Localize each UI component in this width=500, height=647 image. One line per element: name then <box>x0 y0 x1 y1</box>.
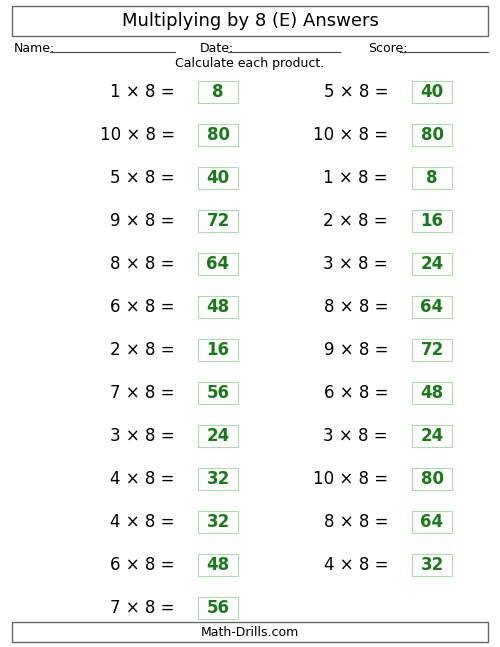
Text: 80: 80 <box>420 126 444 144</box>
Text: 10 × 8 =: 10 × 8 = <box>313 470 388 488</box>
Text: 8 × 8 =: 8 × 8 = <box>324 298 388 316</box>
Text: 72: 72 <box>206 212 230 230</box>
Text: 10 × 8 =: 10 × 8 = <box>100 126 175 144</box>
Text: Name:: Name: <box>14 41 55 54</box>
FancyBboxPatch shape <box>412 81 452 103</box>
FancyBboxPatch shape <box>198 468 238 490</box>
Text: 4 × 8 =: 4 × 8 = <box>110 513 175 531</box>
FancyBboxPatch shape <box>412 382 452 404</box>
Text: 64: 64 <box>420 298 444 316</box>
Text: 3 × 8 =: 3 × 8 = <box>324 427 388 445</box>
FancyBboxPatch shape <box>198 554 238 576</box>
FancyBboxPatch shape <box>412 425 452 447</box>
Text: 7 × 8 =: 7 × 8 = <box>110 599 175 617</box>
Text: 48: 48 <box>206 556 230 574</box>
Text: 8 × 8 =: 8 × 8 = <box>324 513 388 531</box>
Text: 8 × 8 =: 8 × 8 = <box>110 255 175 273</box>
Text: 24: 24 <box>420 255 444 273</box>
Text: 32: 32 <box>206 513 230 531</box>
Text: 56: 56 <box>206 599 230 617</box>
FancyBboxPatch shape <box>198 382 238 404</box>
Text: 80: 80 <box>420 470 444 488</box>
Text: 72: 72 <box>420 341 444 359</box>
FancyBboxPatch shape <box>198 81 238 103</box>
Text: Math-Drills.com: Math-Drills.com <box>201 626 299 639</box>
FancyBboxPatch shape <box>412 253 452 275</box>
Text: 16: 16 <box>206 341 230 359</box>
Text: 1 × 8 =: 1 × 8 = <box>110 83 175 101</box>
Text: 32: 32 <box>206 470 230 488</box>
Text: 6 × 8 =: 6 × 8 = <box>110 556 175 574</box>
FancyBboxPatch shape <box>412 339 452 361</box>
Text: 4 × 8 =: 4 × 8 = <box>110 470 175 488</box>
FancyBboxPatch shape <box>412 210 452 232</box>
FancyBboxPatch shape <box>12 622 488 642</box>
Text: 9 × 8 =: 9 × 8 = <box>110 212 175 230</box>
Text: 10 × 8 =: 10 × 8 = <box>313 126 388 144</box>
FancyBboxPatch shape <box>198 167 238 189</box>
Text: Score:: Score: <box>368 41 408 54</box>
Text: 64: 64 <box>420 513 444 531</box>
FancyBboxPatch shape <box>198 339 238 361</box>
FancyBboxPatch shape <box>198 511 238 533</box>
Text: 8: 8 <box>426 169 438 187</box>
FancyBboxPatch shape <box>12 6 488 36</box>
FancyBboxPatch shape <box>412 511 452 533</box>
FancyBboxPatch shape <box>412 554 452 576</box>
Text: 9 × 8 =: 9 × 8 = <box>324 341 388 359</box>
Text: 8: 8 <box>212 83 224 101</box>
Text: 2 × 8 =: 2 × 8 = <box>324 212 388 230</box>
Text: 56: 56 <box>206 384 230 402</box>
Text: 7 × 8 =: 7 × 8 = <box>110 384 175 402</box>
Text: 48: 48 <box>420 384 444 402</box>
Text: 1 × 8 =: 1 × 8 = <box>324 169 388 187</box>
Text: Multiplying by 8 (E) Answers: Multiplying by 8 (E) Answers <box>122 12 378 30</box>
FancyBboxPatch shape <box>198 124 238 146</box>
Text: Date:: Date: <box>200 41 234 54</box>
Text: 6 × 8 =: 6 × 8 = <box>324 384 388 402</box>
Text: 16: 16 <box>420 212 444 230</box>
FancyBboxPatch shape <box>198 597 238 619</box>
Text: 80: 80 <box>206 126 230 144</box>
Text: 5 × 8 =: 5 × 8 = <box>110 169 175 187</box>
FancyBboxPatch shape <box>412 167 452 189</box>
Text: 48: 48 <box>206 298 230 316</box>
Text: 40: 40 <box>420 83 444 101</box>
Text: 64: 64 <box>206 255 230 273</box>
FancyBboxPatch shape <box>198 425 238 447</box>
Text: 40: 40 <box>206 169 230 187</box>
Text: 2 × 8 =: 2 × 8 = <box>110 341 175 359</box>
FancyBboxPatch shape <box>198 296 238 318</box>
Text: 32: 32 <box>420 556 444 574</box>
FancyBboxPatch shape <box>412 296 452 318</box>
Text: 3 × 8 =: 3 × 8 = <box>324 255 388 273</box>
Text: 24: 24 <box>206 427 230 445</box>
FancyBboxPatch shape <box>412 468 452 490</box>
FancyBboxPatch shape <box>198 210 238 232</box>
Text: 5 × 8 =: 5 × 8 = <box>324 83 388 101</box>
Text: 24: 24 <box>420 427 444 445</box>
Text: 3 × 8 =: 3 × 8 = <box>110 427 175 445</box>
FancyBboxPatch shape <box>412 124 452 146</box>
Text: 4 × 8 =: 4 × 8 = <box>324 556 388 574</box>
Text: 6 × 8 =: 6 × 8 = <box>110 298 175 316</box>
FancyBboxPatch shape <box>198 253 238 275</box>
Text: Calculate each product.: Calculate each product. <box>176 58 324 71</box>
